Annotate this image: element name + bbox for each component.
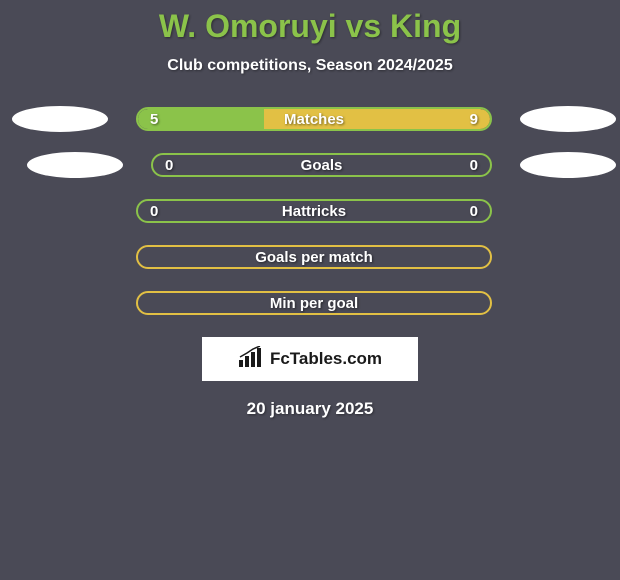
subtitle: Club competitions, Season 2024/2025 xyxy=(0,57,620,75)
stat-bar: 5Matches9 xyxy=(136,107,492,131)
stat-value-right: 0 xyxy=(470,157,478,174)
stat-row: 0Goals0 xyxy=(0,153,620,177)
player-avatar-right xyxy=(520,106,616,132)
page-title: W. Omoruyi vs King xyxy=(0,8,620,45)
player-avatar-right xyxy=(520,152,616,178)
stat-row: Min per goal xyxy=(0,291,620,315)
stat-rows: 5Matches90Goals00Hattricks0Goals per mat… xyxy=(0,107,620,315)
brand-chart-icon xyxy=(238,346,264,373)
stat-label: Min per goal xyxy=(138,295,490,312)
stat-label: Goals xyxy=(153,157,490,174)
stat-bar: Min per goal xyxy=(136,291,492,315)
stats-container: W. Omoruyi vs King Club competitions, Se… xyxy=(0,0,620,419)
player-avatar-left xyxy=(12,106,108,132)
stat-bar: 0Hattricks0 xyxy=(136,199,492,223)
stat-bar: 0Goals0 xyxy=(151,153,492,177)
stat-label: Hattricks xyxy=(138,203,490,220)
stat-label: Matches xyxy=(138,111,490,128)
brand-text: FcTables.com xyxy=(270,349,382,369)
stat-row: Goals per match xyxy=(0,245,620,269)
stat-label: Goals per match xyxy=(138,249,490,266)
date-label: 20 january 2025 xyxy=(0,399,620,419)
stat-value-right: 9 xyxy=(470,111,478,128)
stat-value-right: 0 xyxy=(470,203,478,220)
stat-row: 0Hattricks0 xyxy=(0,199,620,223)
player-avatar-left xyxy=(27,152,123,178)
stat-bar: Goals per match xyxy=(136,245,492,269)
stat-row: 5Matches9 xyxy=(0,107,620,131)
brand-box: FcTables.com xyxy=(202,337,418,381)
